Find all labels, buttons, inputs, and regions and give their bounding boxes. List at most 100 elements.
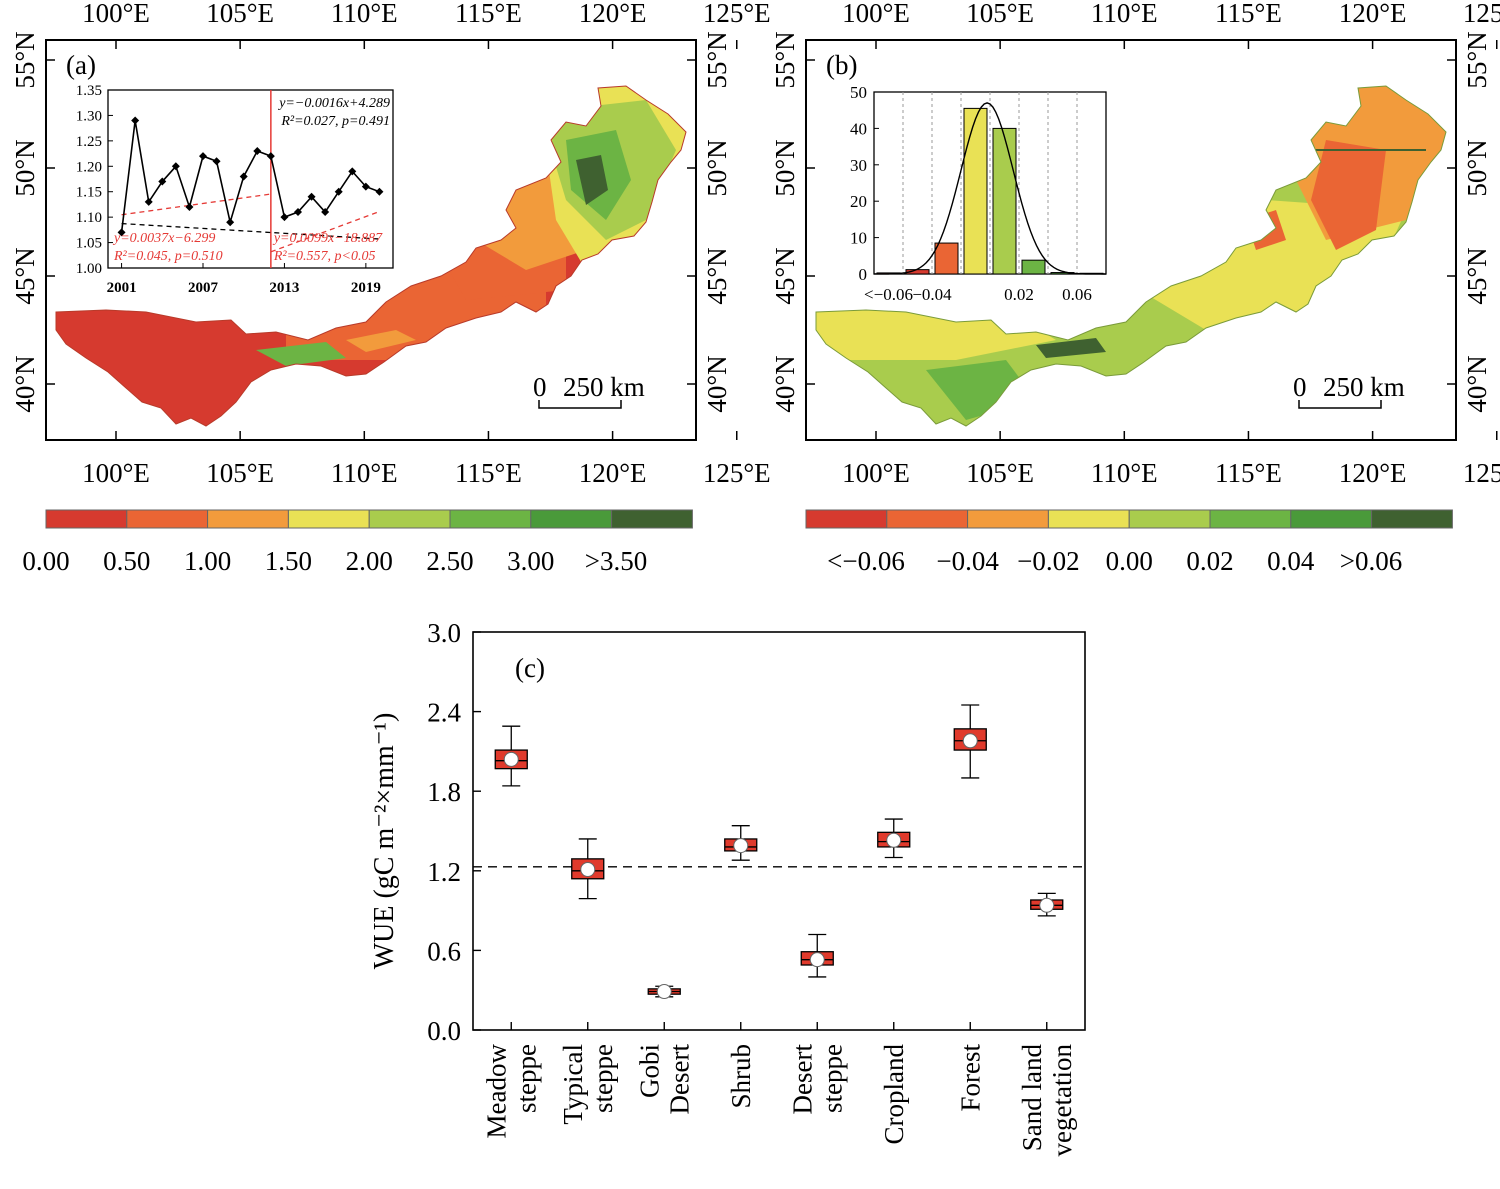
inset-a-eq-total: y=−0.0016x+4.289 — [277, 96, 390, 111]
box-ytick-label: 3.0 — [427, 618, 461, 648]
box-mean — [886, 832, 902, 848]
lon-tick-label-bottom: 125°E — [703, 458, 771, 488]
panel-label: (c) — [515, 653, 545, 683]
inset-b-xtick-label: 0.06 — [1062, 285, 1092, 304]
inset-a-xtick-label: 2001 — [107, 280, 137, 296]
colorbar-segment — [1209, 509, 1292, 529]
lon-tick-label-top: 115°E — [455, 0, 522, 28]
inset-b-xtick-label: −0.04 — [912, 285, 952, 304]
box-ytick-label: 1.8 — [427, 777, 461, 807]
inset-a-point — [280, 213, 289, 222]
colorbar-segment — [886, 509, 969, 529]
lon-tick-label-bottom: 125°E — [1463, 458, 1500, 488]
lon-tick-label-bottom: 110°E — [1091, 458, 1158, 488]
region-outline — [815, 85, 1447, 427]
scale-bar-label: 250 km — [1323, 372, 1405, 402]
box-mean — [733, 838, 749, 854]
inset-b-bar — [1021, 259, 1046, 275]
colorbar-segment — [611, 509, 693, 529]
colorbar-label: 0.04 — [1267, 546, 1315, 576]
inset-a-ytick-label: 1.30 — [76, 108, 102, 124]
inset-b-ytick-label: 10 — [850, 229, 867, 248]
inset-a-ytick-label: 1.00 — [76, 261, 102, 277]
lat-tick-label-left: 45°N — [10, 247, 40, 304]
inset-b-xtick-label: <−0.06 — [864, 285, 913, 304]
lon-tick-label-top: 125°E — [703, 0, 771, 28]
colorbar-segment — [1047, 509, 1130, 529]
colorbar-label: 0.02 — [1186, 546, 1233, 576]
inset-b-fit-curve — [873, 102, 1107, 275]
inset-a-frame — [107, 89, 394, 269]
colorbar-segment — [287, 509, 370, 529]
colorbar-label: −0.04 — [936, 546, 999, 576]
region-fill-darkgreen — [1036, 338, 1106, 358]
box-category-label: Sand land — [1017, 1044, 1047, 1152]
scale-bar-label: 250 km — [563, 372, 645, 402]
inset-a-stat-first: R²=0.045, p=0.510 — [113, 249, 223, 264]
lon-tick-label-top: 120°E — [1339, 0, 1407, 28]
panel-b: 100°E 100°E 105°E 105°E 110°E 110°E 115°E 115°E… — [770, 0, 1500, 576]
box-ytick-label: 2.4 — [427, 698, 461, 728]
box-mean — [1039, 897, 1055, 913]
colorbar-segment — [207, 509, 289, 529]
inset-a-stat-total: R²=0.027, p=0.491 — [280, 114, 390, 129]
inset-a-point — [253, 147, 262, 156]
colorbar-segment — [1371, 509, 1453, 529]
lat-tick-label-left: 40°N — [10, 355, 40, 412]
inset-a-xtick-label: 2013 — [269, 280, 299, 296]
lon-tick-label-bottom: 115°E — [1215, 458, 1282, 488]
lon-tick-label-top: 110°E — [1091, 0, 1158, 28]
inset-b-ytick-label: 0 — [859, 265, 868, 284]
inset-a-point — [185, 202, 194, 211]
lat-tick-label-right: 55°N — [702, 31, 732, 88]
inset-b-ytick-label: 40 — [850, 119, 867, 138]
inset-a-point — [266, 152, 275, 161]
inset-a-stat-second: R²=0.557, p<0.05 — [273, 249, 376, 264]
colorbar-label: 0.00 — [22, 546, 69, 576]
region-fill-red — [1311, 140, 1386, 250]
inset-a-point — [239, 172, 248, 181]
colorbar-segment — [530, 509, 613, 529]
colorbar-label: 0.00 — [1106, 546, 1153, 576]
lat-tick-label-right: 50°N — [702, 139, 732, 196]
inset-b-bar — [963, 107, 988, 275]
box-category-label: steppe — [511, 1044, 541, 1113]
inset-a-trend-line — [121, 222, 380, 240]
colorbar-segment — [45, 509, 128, 529]
lon-tick-label-bottom: 120°E — [1339, 458, 1407, 488]
region-fill-green — [256, 342, 346, 366]
inset-a-point — [144, 197, 153, 206]
region-outline — [55, 85, 687, 427]
lon-tick-label-top: 110°E — [331, 0, 398, 28]
inset-a-ytick-label: 1.35 — [76, 83, 102, 99]
scale-bar — [1298, 400, 1382, 409]
box-plot-frame — [472, 631, 1086, 1031]
inset-a-point — [158, 177, 167, 186]
scale-bar-zero: 0 — [533, 372, 547, 402]
box-category-label: Shrub — [726, 1044, 756, 1109]
box-mean — [580, 861, 596, 877]
lat-tick-label-right: 45°N — [1462, 247, 1492, 304]
inset-b-bar — [934, 242, 959, 275]
inset-a-point — [294, 208, 302, 217]
panel-c: 3.0 2.4 1.8 1.2 0.6 0.0 WUE (gC m⁻²×mm⁻¹) (c) Me… — [369, 618, 1086, 1156]
colorbar-label: >0.06 — [1340, 546, 1402, 576]
inset-a-point — [199, 152, 207, 161]
lon-tick-label-bottom: 115°E — [455, 458, 522, 488]
inset-a-ytick-label: 1.05 — [76, 236, 102, 252]
colorbar-segment — [805, 509, 888, 529]
box-ytick-label: 0.6 — [427, 936, 461, 966]
box-category-label: Desert — [787, 1044, 817, 1115]
inset-a-point — [171, 162, 180, 171]
box-category-label: Cropland — [879, 1044, 909, 1145]
colorbar-label: 2.50 — [426, 546, 473, 576]
lon-tick-label-bottom: 120°E — [579, 458, 647, 488]
region-fill-darkgreen — [576, 155, 608, 205]
lon-tick-label-bottom: 110°E — [331, 458, 398, 488]
box-mean — [962, 733, 978, 749]
lat-tick-label-right: 55°N — [1462, 31, 1492, 88]
scale-bar — [538, 400, 622, 409]
box-category-label: Typical — [558, 1044, 588, 1125]
lon-tick-label-top: 125°E — [1463, 0, 1500, 28]
